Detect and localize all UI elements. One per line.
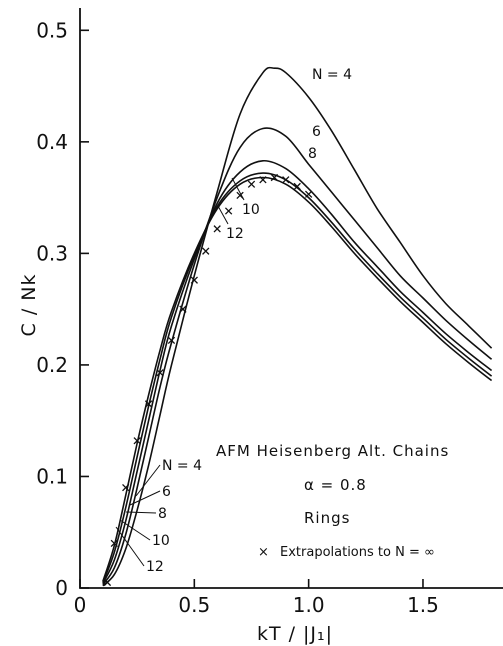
axis-frame <box>79 8 503 589</box>
annotation-alpha: α = 0.8 <box>304 476 367 494</box>
extrapolation-point <box>144 400 153 408</box>
curve-labels: N = 4 N = 4 6 6 8 8 10 10 12 12 <box>115 67 352 575</box>
leader-line <box>217 205 229 225</box>
extrapolation-point <box>304 190 313 198</box>
extrapolation-point <box>293 182 301 191</box>
leader-line <box>129 490 161 506</box>
series-line-8 <box>102 159 493 584</box>
y-tick-label: 0.5 <box>36 18 68 42</box>
extrapolation-point <box>103 578 112 587</box>
extrapolation-point <box>190 276 198 284</box>
cross-stroke <box>167 336 176 345</box>
cross-stroke <box>224 207 233 215</box>
cross-stroke <box>247 180 256 188</box>
axes <box>79 8 503 589</box>
x-axis-label: kT / |J₁| <box>257 623 333 645</box>
extrapolation-point <box>179 305 187 313</box>
cross-stroke <box>202 247 210 255</box>
cross-stroke <box>304 190 313 198</box>
leader-line <box>135 464 161 497</box>
curve-label-bottom-2: 8 <box>158 506 167 522</box>
legend: × Extrapolations to N = ∞ <box>258 545 435 560</box>
annotation-rings: Rings <box>304 509 350 527</box>
cross-stroke <box>179 305 187 313</box>
extrapolation-point <box>167 336 176 345</box>
x-tick-label: 0.5 <box>178 593 210 617</box>
extrapolation-point <box>110 539 118 548</box>
y-tick-label: 0.1 <box>36 464 68 488</box>
cross-stroke <box>133 437 141 445</box>
curve-label-top-1: 6 <box>312 124 321 140</box>
annotation-title: AFM Heisenberg Alt. Chains <box>216 442 449 460</box>
legend-cross-marker: × <box>258 545 269 560</box>
curve-label-bottom-1: 6 <box>162 484 171 500</box>
cross-stroke <box>122 483 130 492</box>
series-line-n4 <box>102 66 493 587</box>
x-tick-label: 0 <box>74 593 87 617</box>
leader-line <box>231 177 245 201</box>
cross-stroke <box>190 276 198 284</box>
cross-stroke <box>103 578 112 587</box>
y-tick-label: 0.3 <box>36 241 68 265</box>
curve-label-top-0: N = 4 <box>312 67 352 83</box>
axis-ticks: 0 0.5 1.0 1.5 0 0.1 0.2 0.3 0.4 0.5 <box>36 18 439 617</box>
y-tick-label: 0 <box>55 576 68 600</box>
extrapolation-point <box>259 176 267 184</box>
extrapolation-point <box>122 483 130 492</box>
extrapolation-point <box>247 180 256 188</box>
cross-stroke <box>293 182 301 191</box>
extrapolation-point <box>133 437 141 445</box>
extrapolation-points <box>103 173 313 587</box>
leader-line <box>115 526 145 567</box>
curve-label-top-3: 10 <box>242 202 260 218</box>
cross-stroke <box>259 176 267 184</box>
leader-line <box>125 511 157 514</box>
cross-stroke <box>156 369 164 377</box>
cross-stroke <box>144 400 153 408</box>
curve-label-top-2: 8 <box>308 146 317 162</box>
curve-label-bottom-4: 12 <box>146 559 164 575</box>
cross-stroke <box>213 225 221 233</box>
extrapolation-point <box>202 247 210 255</box>
curve-label-bottom-3: 10 <box>152 533 170 549</box>
cross-stroke <box>282 176 290 184</box>
series-line-12 <box>102 176 493 582</box>
cross-stroke <box>270 173 279 182</box>
cross-stroke <box>236 191 244 200</box>
curve-label-bottom-0: N = 4 <box>162 458 202 474</box>
extrapolation-point <box>270 173 279 182</box>
y-tick-label: 0.2 <box>36 353 68 377</box>
series-line-6 <box>102 127 493 586</box>
legend-entry: Extrapolations to N = ∞ <box>280 545 435 560</box>
extrapolation-point <box>213 225 221 233</box>
curves <box>102 66 493 587</box>
curve-label-top-4: 12 <box>226 226 244 242</box>
x-tick-label: 1.5 <box>407 593 439 617</box>
x-tick-label: 1.0 <box>293 593 325 617</box>
y-axis-label: C / Nk <box>18 274 40 337</box>
leader-line <box>119 519 151 541</box>
extrapolation-point <box>224 207 233 215</box>
series-line-10 <box>102 172 493 583</box>
cross-stroke <box>110 539 118 548</box>
extrapolation-point <box>282 176 290 184</box>
extrapolation-point <box>156 369 164 377</box>
y-tick-label: 0.4 <box>36 130 68 154</box>
